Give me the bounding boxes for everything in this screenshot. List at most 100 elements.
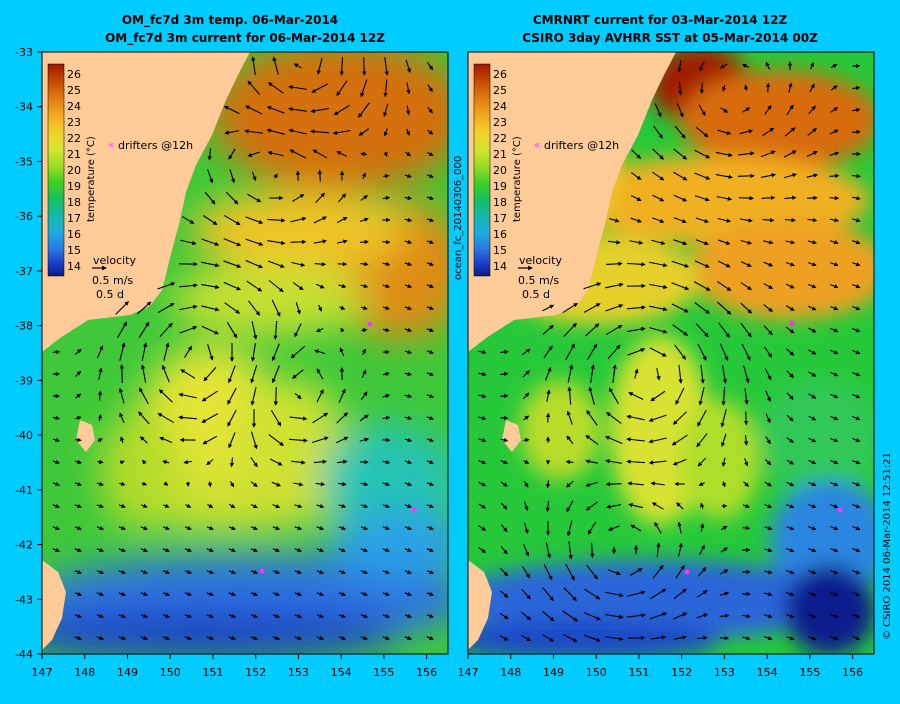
colorbar-tick-label: 20 <box>67 164 81 177</box>
colorbar-tick-label: 15 <box>67 244 81 257</box>
colorbar-tick-label: 24 <box>67 100 81 113</box>
left-velocity-scale: 0.5 m/s <box>92 274 133 287</box>
run-id-label: ocean_fc_20140306_000 <box>453 156 464 280</box>
current-arrow <box>53 352 60 353</box>
current-arrow <box>738 176 754 177</box>
colorbar-tick-label: 22 <box>67 132 81 145</box>
y-tick-label: -36 <box>15 210 33 223</box>
y-tick-label: -41 <box>15 484 33 497</box>
colorbar-tick-label: 22 <box>493 132 507 145</box>
right-drifters-icon: « <box>534 140 540 151</box>
y-tick-label: -44 <box>15 648 33 661</box>
x-tick-label: 147 <box>32 666 53 679</box>
right-velocity-scale: 0.5 m/s <box>518 274 559 287</box>
current-arrow <box>785 220 795 221</box>
current-arrow <box>607 484 622 485</box>
current-arrow <box>548 414 549 423</box>
x-tick-label: 150 <box>586 666 607 679</box>
colorbar-tick-label: 14 <box>67 260 81 273</box>
y-tick-label: -42 <box>15 539 33 552</box>
left-velocity-time: 0.5 d <box>96 288 124 301</box>
colorbar-tick-label: 18 <box>67 196 81 209</box>
current-arrow <box>743 528 750 529</box>
colorbar-tick-label: 23 <box>493 116 507 129</box>
current-arrow <box>188 482 189 486</box>
current-arrow <box>500 396 507 397</box>
colorbar-tick-label: 21 <box>493 148 507 161</box>
current-arrow <box>739 198 753 199</box>
colorbar-tick-label: 17 <box>67 212 81 225</box>
current-arrow <box>592 543 593 557</box>
x-tick-label: 154 <box>757 666 778 679</box>
right-drifter-3 <box>685 570 690 575</box>
left-title-line2: OM_fc7d 3m current for 06-Mar-2014 12Z <box>105 31 385 46</box>
copyright-timestamp-label: © CSIRO 2014 06-Mar-2014 12:51:21 <box>882 452 893 640</box>
left-drifter-1 <box>368 322 373 327</box>
right-title-line1: CMRNRT current for 03-Mar-2014 12Z <box>533 13 788 27</box>
y-tick-label: -39 <box>15 374 33 387</box>
colorbar-tick-label: 25 <box>493 84 507 97</box>
y-tick-label: -35 <box>15 155 33 168</box>
x-tick-label: 150 <box>160 666 181 679</box>
current-arrow <box>523 440 529 441</box>
current-arrow <box>364 57 365 75</box>
left-velocity-label: velocity <box>93 254 136 267</box>
x-tick-label: 147 <box>458 666 479 679</box>
current-arrow <box>320 170 321 181</box>
y-tick-label: -34 <box>15 101 33 114</box>
colorbar-tick-label: 14 <box>493 260 507 273</box>
x-tick-label: 149 <box>543 666 564 679</box>
x-tick-label: 148 <box>74 666 95 679</box>
colorbar-tick-label: 24 <box>493 100 507 113</box>
right-title-line2: CSIRO 3day AVHRR SST at 05-Mar-2014 00Z <box>522 31 818 45</box>
current-arrow <box>97 462 103 463</box>
colorbar-tick-label: 26 <box>493 68 507 81</box>
x-tick-label: 156 <box>842 666 863 679</box>
x-tick-label: 148 <box>500 666 521 679</box>
current-arrow <box>122 365 123 383</box>
colorbar-tick-label: 20 <box>493 164 507 177</box>
left-drifter-2 <box>412 508 417 513</box>
left-drifters-label: drifters @12h <box>118 139 193 152</box>
current-arrow <box>762 198 775 199</box>
x-tick-label: 155 <box>373 666 394 679</box>
colorbar-tick-label: 17 <box>493 212 507 225</box>
colorbar-tick-label: 25 <box>67 84 81 97</box>
left-drifter-3 <box>260 569 265 574</box>
right-velocity-label: velocity <box>519 254 562 267</box>
x-tick-label: 151 <box>202 666 223 679</box>
colorbar-tick-label: 19 <box>67 180 81 193</box>
current-arrow <box>746 412 747 425</box>
right-drifters-label: drifters @12h <box>544 139 619 152</box>
current-arrow <box>830 198 839 199</box>
x-tick-label: 149 <box>117 666 138 679</box>
x-tick-label: 153 <box>288 666 309 679</box>
y-tick-label: -38 <box>15 320 33 333</box>
right-map-panel <box>440 45 890 660</box>
colorbar-tick-label: 18 <box>493 196 507 209</box>
current-arrow <box>276 387 277 405</box>
colorbar-tick-label: 16 <box>67 228 81 241</box>
current-arrow <box>382 242 389 243</box>
colorbar-tick-label: 16 <box>493 228 507 241</box>
right-velocity-time: 0.5 d <box>522 288 550 301</box>
x-tick-label: 152 <box>245 666 266 679</box>
colorbar-tick-label: 23 <box>67 116 81 129</box>
right-drifter-1 <box>790 321 795 326</box>
x-tick-label: 151 <box>628 666 649 679</box>
current-arrow <box>807 198 817 199</box>
current-arrow <box>291 242 306 243</box>
y-tick-label: -37 <box>15 265 33 278</box>
colorbar-tick-label: 21 <box>67 148 81 161</box>
y-tick-label: -33 <box>15 46 33 59</box>
x-tick-label: 152 <box>671 666 692 679</box>
left-y-axis: -33-34-35-36-37-38-39-40-41-42-43-44 <box>15 46 42 661</box>
x-tick-label: 155 <box>799 666 820 679</box>
current-arrow <box>768 84 769 93</box>
right-drifter-2 <box>838 508 843 513</box>
left-title-line1: OM_fc7d 3m temp. 06-Mar-2014 <box>122 13 338 28</box>
